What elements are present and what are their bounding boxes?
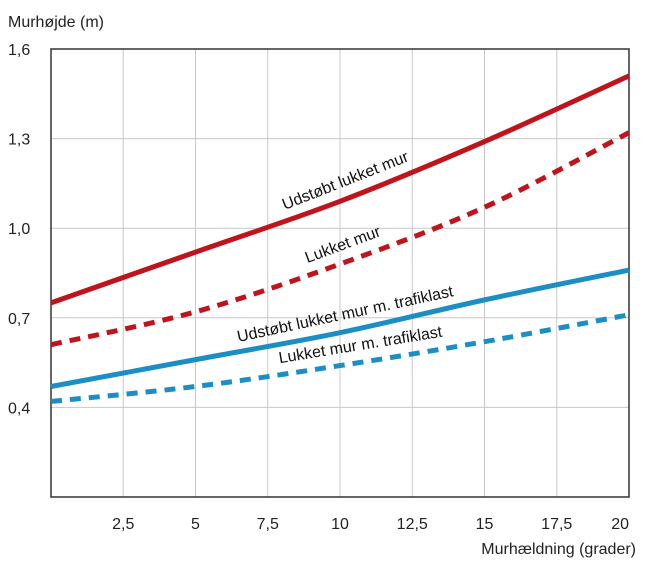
x-tick-label: 15: [476, 516, 494, 533]
x-tick-label: 5: [191, 516, 200, 533]
x-tick-label: 10: [331, 516, 349, 533]
y-axis-label: Murhøjde (m): [8, 14, 104, 31]
series-line: [50, 312, 630, 404]
y-tick-label: 1,6: [8, 42, 30, 59]
x-tick-label: 12,5: [397, 516, 428, 533]
series-line: [50, 73, 631, 306]
x-tick-label: 7,5: [257, 516, 279, 533]
x-tick-labels: 2,5 5 7,5 10 12,5 15 17,5 20: [112, 516, 629, 533]
series-lines: [50, 73, 631, 404]
plot-frame: [50, 48, 630, 498]
y-tick-label: 0,7: [8, 311, 30, 328]
y-tick-labels: 0,4 0,7 1,0 1,3 1,6: [8, 42, 30, 417]
series-line: [50, 267, 630, 389]
y-tick-label: 1,0: [8, 221, 30, 238]
x-tick-label: 17,5: [541, 516, 572, 533]
y-tick-label: 1,3: [8, 132, 30, 149]
series-line: [50, 130, 631, 348]
x-axis-label: Murhældning (grader): [481, 541, 636, 558]
y-tick-label: 0,4: [8, 400, 30, 417]
x-tick-label: 2,5: [112, 516, 134, 533]
x-tick-label: 20: [611, 516, 629, 533]
